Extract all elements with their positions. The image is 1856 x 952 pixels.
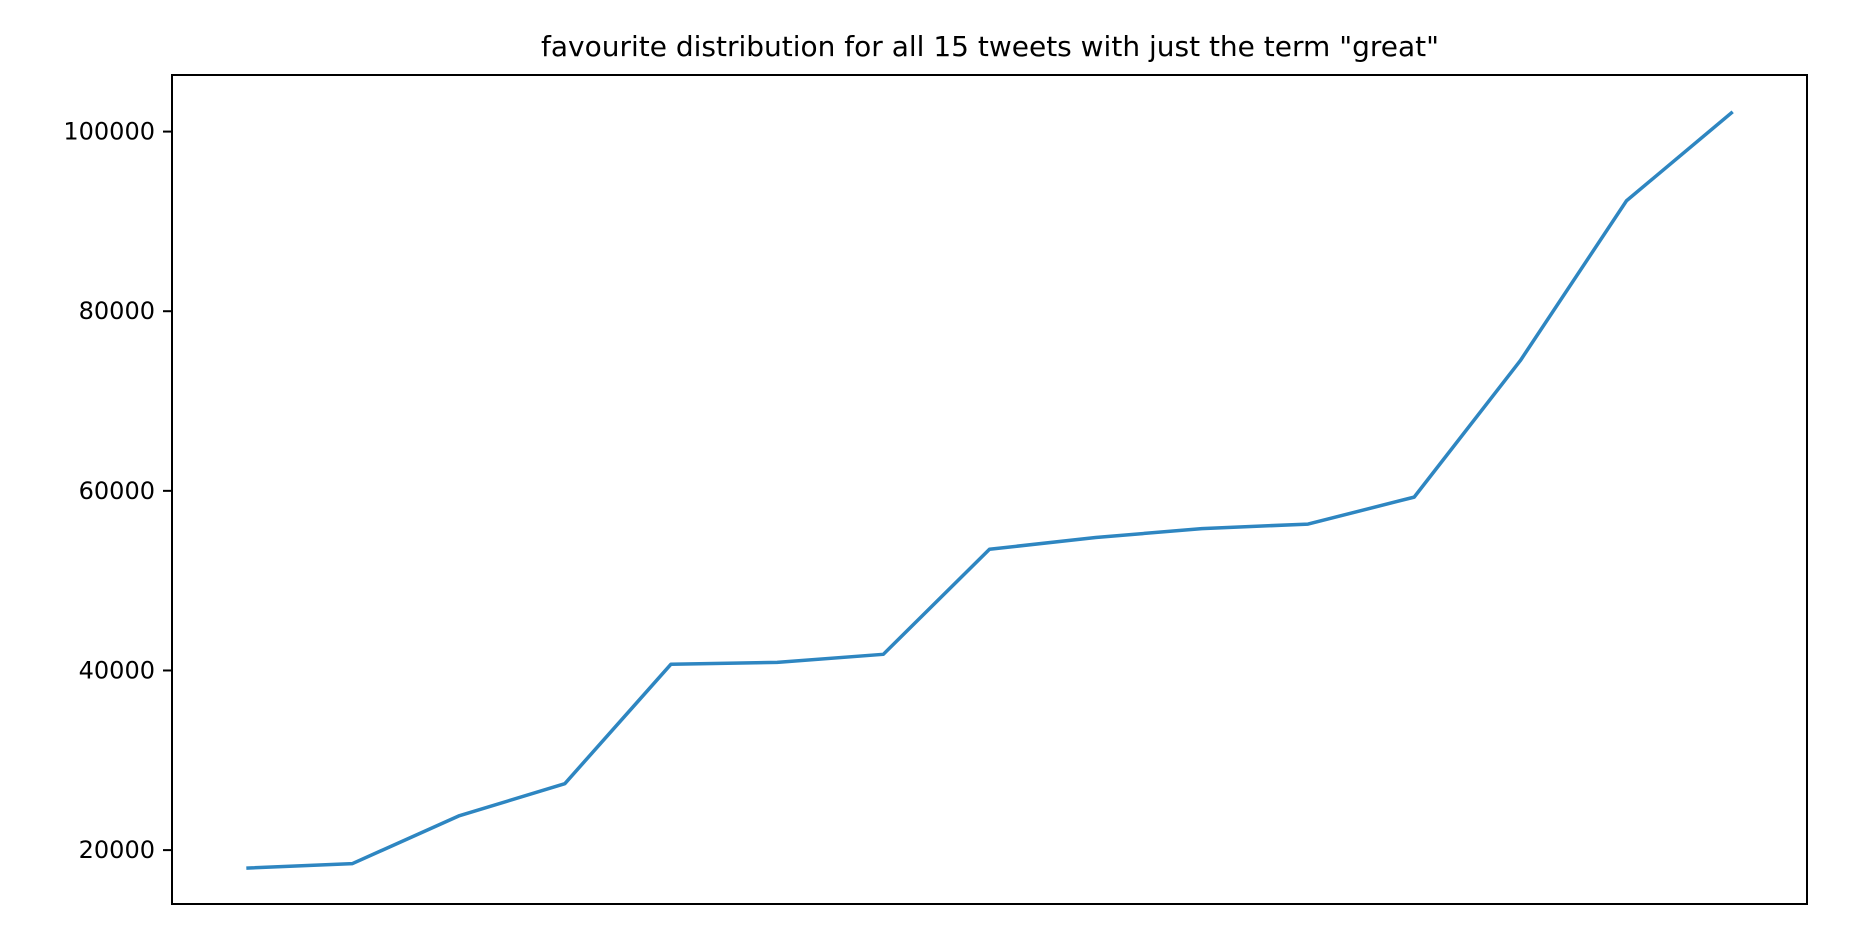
y-tick-label: 80000 [79,297,155,325]
series-line-0 [246,110,1734,870]
y-tick-label: 40000 [79,656,155,684]
y-tick-label: 60000 [79,477,155,505]
plot-series [246,110,1734,870]
y-axis: 20000 40000 60000 80000 100000 [63,118,172,864]
y-tick-label: 20000 [79,836,155,864]
y-tick-label: 100000 [63,118,155,146]
plot-frame [171,74,1808,905]
chart-title: favourite distribution for all 15 tweets… [541,30,1439,63]
